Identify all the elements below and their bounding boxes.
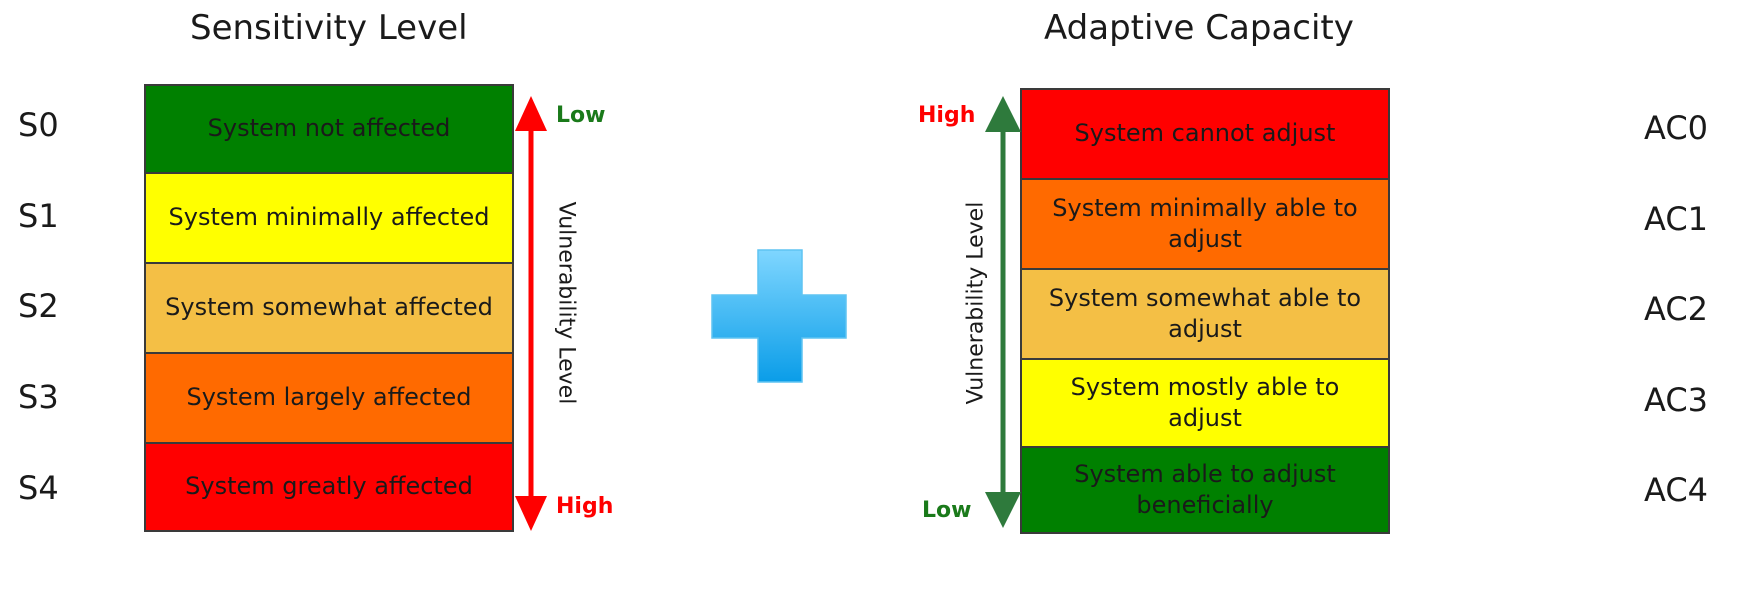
- adaptive-capacity-title: Adaptive Capacity: [1044, 8, 1354, 48]
- sensitivity-axis-label: Vulnerability Level: [553, 201, 579, 405]
- adaptive-bottom-label: Low: [922, 498, 972, 523]
- sensitivity-level-box: System somewhat affected: [144, 262, 514, 354]
- sensitivity-code: S2: [18, 287, 59, 325]
- adaptive-level-box: System minimally able to adjust: [1020, 178, 1390, 270]
- adaptive-code: AC1: [1644, 200, 1709, 238]
- sensitivity-bottom-label: High: [556, 494, 614, 519]
- sensitivity-code: S0: [18, 106, 59, 144]
- sensitivity-level-box: System not affected: [144, 84, 514, 174]
- adaptive-level-box: System cannot adjust: [1020, 88, 1390, 180]
- adaptive-code: AC2: [1644, 290, 1709, 328]
- adaptive-level-box: System mostly able to adjust: [1020, 358, 1390, 448]
- adaptive-top-label: High: [918, 103, 976, 128]
- sensitivity-level-box: System greatly affected: [144, 442, 514, 532]
- sensitivity-level-box: System minimally affected: [144, 172, 514, 264]
- adaptive-code: AC4: [1644, 471, 1709, 509]
- adaptive-code: AC3: [1644, 381, 1709, 419]
- adaptive-vulnerability-arrow: [985, 96, 1021, 528]
- sensitivity-top-label: Low: [556, 103, 606, 128]
- sensitivity-title: Sensitivity Level: [190, 8, 468, 48]
- plus-icon: [711, 249, 847, 383]
- adaptive-code: AC0: [1644, 109, 1709, 147]
- sensitivity-code: S4: [18, 469, 59, 507]
- sensitivity-code: S1: [18, 197, 59, 235]
- adaptive-level-box: System able to adjust beneficially: [1020, 446, 1390, 534]
- sensitivity-vulnerability-arrow: [515, 96, 547, 531]
- adaptive-axis-label: Vulnerability Level: [963, 201, 989, 405]
- sensitivity-code: S3: [18, 378, 59, 416]
